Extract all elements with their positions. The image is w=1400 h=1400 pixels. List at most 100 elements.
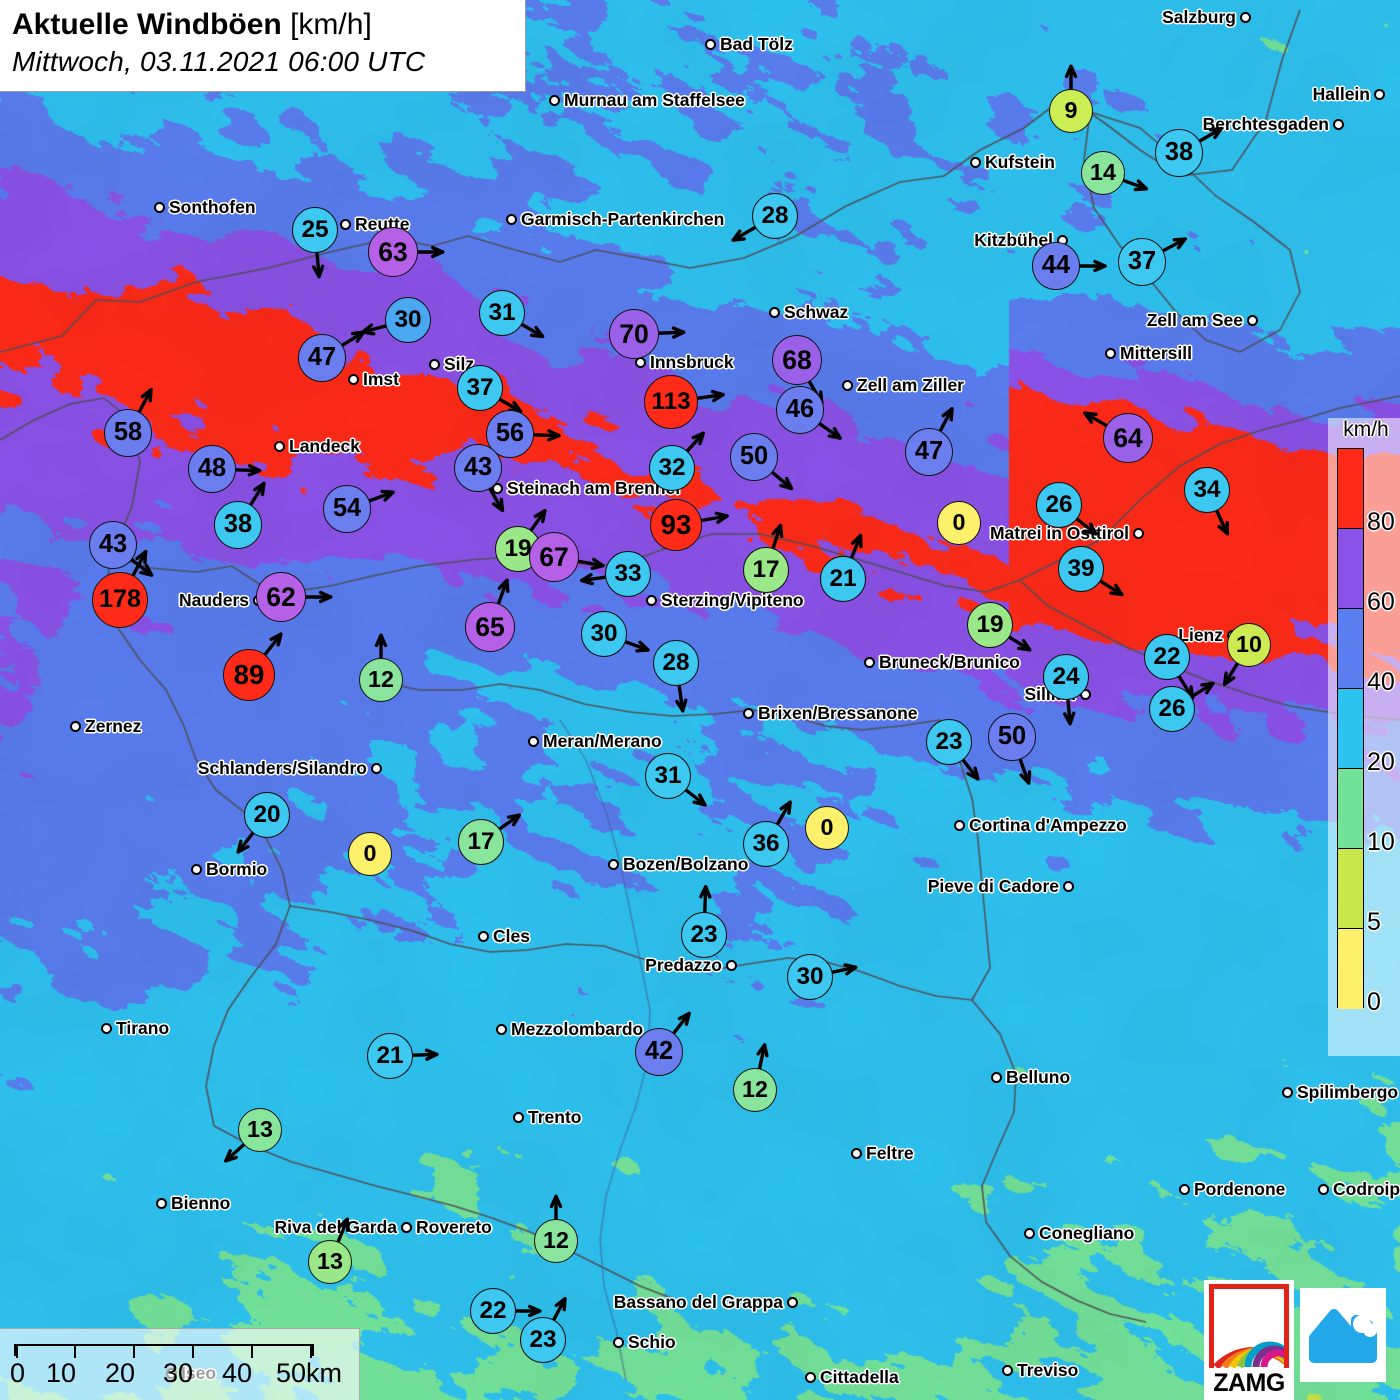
station-gust-value: 34 [1193,475,1221,503]
station-gust-value: 54 [332,494,362,523]
station-marker[interactable]: 23 [926,719,972,765]
station-marker[interactable]: 43 [89,521,137,569]
station-gust-value: 0 [952,509,966,536]
station-marker[interactable]: 21 [820,556,866,602]
station-marker[interactable]: 65 [465,602,515,652]
station-marker[interactable]: 46 [776,386,824,434]
zamg-wordmark: ZAMG [1213,1369,1285,1397]
station-gust-value: 0 [820,814,834,841]
station-gust-value: 64 [1113,422,1143,453]
station-gust-value: 43 [98,530,128,559]
station-marker[interactable]: 23 [520,1317,566,1363]
station-marker[interactable]: 0 [937,501,981,545]
station-marker[interactable]: 12 [359,658,403,702]
station-marker[interactable]: 12 [733,1068,777,1112]
station-marker[interactable]: 13 [238,1108,282,1152]
legend-segment [1338,529,1363,609]
station-marker[interactable]: 54 [323,485,371,533]
station-marker[interactable]: 50 [988,713,1036,761]
station-marker[interactable]: 34 [1184,467,1230,513]
station-marker[interactable]: 10 [1227,623,1271,667]
station-gust-value: 56 [495,419,525,448]
station-marker[interactable]: 93 [650,499,702,551]
station-marker[interactable]: 50 [730,433,778,481]
scale-bar-label: 30 [163,1358,194,1388]
scale-bar-ruler [14,1344,314,1358]
station-gust-value: 33 [614,559,642,587]
legend-tick-label: 10 [1367,828,1395,856]
page-title: Aktuelle Windböen [km/h] [12,6,515,44]
station-gust-value: 37 [466,373,494,401]
station-marker[interactable]: 22 [470,1288,516,1334]
station-marker[interactable]: 39 [1058,546,1104,592]
station-marker[interactable]: 43 [454,444,502,492]
station-marker[interactable]: 26 [1036,482,1082,528]
station-marker[interactable]: 20 [244,792,290,838]
station-marker[interactable]: 28 [752,193,798,239]
station-marker[interactable]: 67 [529,532,579,582]
station-marker[interactable]: 23 [681,912,727,958]
station-marker[interactable]: 17 [458,819,504,865]
station-marker[interactable]: 22 [1144,634,1190,680]
station-marker[interactable]: 38 [1155,129,1203,177]
station-gust-value: 12 [543,1227,569,1254]
station-marker[interactable]: 178 [92,572,148,628]
station-marker[interactable]: 62 [256,572,306,622]
title-text: Aktuelle Windböen [12,8,282,41]
legend-tick-label: 80 [1367,508,1395,536]
station-marker[interactable]: 37 [457,365,503,411]
station-marker[interactable]: 37 [1118,238,1166,286]
station-marker[interactable]: 26 [1149,686,1195,732]
scale-bar-label: 10 [46,1358,77,1388]
legend-segment [1338,769,1363,849]
station-gust-value: 21 [376,1041,404,1069]
station-marker[interactable]: 9 [1049,89,1093,133]
station-marker[interactable]: 31 [645,753,691,799]
station-marker[interactable]: 70 [609,309,659,359]
station-marker[interactable]: 19 [967,602,1013,648]
station-marker[interactable]: 24 [1043,654,1089,700]
station-gust-value: 38 [1164,138,1194,167]
station-marker[interactable]: 42 [635,1028,683,1076]
legend-segment [1338,449,1363,529]
station-marker[interactable]: 28 [653,640,699,686]
station-marker[interactable]: 17 [743,547,789,593]
station-marker[interactable]: 47 [298,334,346,382]
station-marker[interactable]: 30 [787,954,833,1000]
station-marker[interactable]: 56 [486,410,534,458]
station-marker[interactable]: 21 [367,1033,413,1079]
station-marker[interactable]: 30 [581,611,627,657]
station-gust-value: 113 [651,387,691,415]
station-marker[interactable]: 25 [292,207,338,253]
station-marker[interactable]: 14 [1081,151,1125,195]
station-marker[interactable]: 30 [385,297,431,343]
station-marker[interactable]: 33 [605,551,651,597]
station-gust-value: 48 [197,454,227,483]
station-marker[interactable]: 44 [1032,242,1080,290]
station-marker[interactable]: 64 [1103,413,1153,463]
station-gust-value: 30 [394,305,422,333]
map-scale-bar: 0 10 20 30 40 50km [0,1328,360,1400]
station-marker[interactable]: 36 [743,821,789,867]
station-gust-value: 39 [1067,554,1095,582]
station-marker[interactable]: 32 [649,445,695,491]
station-gust-value: 178 [98,585,142,614]
station-marker[interactable]: 0 [805,806,849,850]
station-marker[interactable]: 47 [905,428,953,476]
legend-segment [1338,929,1363,1009]
station-marker[interactable]: 0 [348,832,392,876]
station-marker[interactable]: 48 [188,445,236,493]
station-gust-value: 22 [1153,642,1181,670]
station-marker[interactable]: 63 [368,227,418,277]
station-marker[interactable]: 113 [644,375,698,429]
station-marker[interactable]: 38 [214,501,262,549]
station-marker[interactable]: 68 [772,335,822,385]
map-timestamp: Mittwoch, 03.11.2021 06:00 UTC [12,46,426,77]
station-marker[interactable]: 13 [308,1240,352,1284]
station-gust-value: 26 [1045,490,1073,518]
station-gust-value: 0 [363,840,377,867]
station-marker[interactable]: 89 [223,649,275,701]
station-marker[interactable]: 58 [104,409,152,457]
station-marker[interactable]: 31 [479,290,525,336]
station-marker[interactable]: 12 [534,1219,578,1263]
